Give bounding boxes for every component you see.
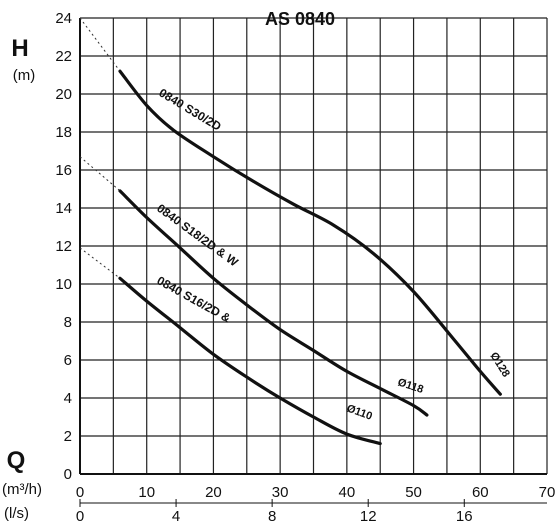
x-tick-label: 30: [272, 484, 289, 501]
x-tick-label: 70: [539, 484, 556, 501]
y-tick-label: 24: [55, 10, 72, 27]
series-curve-2: [118, 189, 429, 417]
x-tick-label: 20: [205, 484, 222, 501]
x-secondary-tick-label: 8: [268, 508, 276, 524]
series-curve-3: [118, 276, 382, 446]
x-secondary-tick-label: 0: [76, 508, 84, 524]
x-tick-label: 60: [472, 484, 489, 501]
y-tick-label: 12: [55, 238, 72, 255]
y-axis-unit: (m): [13, 67, 36, 84]
chart-title: AS 0840: [265, 9, 335, 29]
x-tick-label: 10: [138, 484, 155, 501]
y-tick-label: 14: [55, 200, 72, 217]
y-tick-label: 6: [64, 352, 72, 369]
extrapolation-line-3: [79, 247, 121, 279]
y-tick-label: 18: [55, 124, 72, 141]
extrapolation-line-2: [79, 156, 121, 192]
diameter-label-3: Ø110: [345, 403, 374, 423]
series-curve-1: [118, 69, 502, 396]
y-axis-symbol: H: [11, 35, 28, 62]
y-tick-label: 16: [55, 162, 72, 179]
x-axis-unit-secondary: (l/s): [4, 505, 29, 522]
extrapolation-line-1: [79, 17, 121, 72]
x-secondary-tick-label: 4: [172, 508, 180, 524]
x-tick-label: 50: [405, 484, 422, 501]
y-tick-label: 2: [64, 428, 72, 445]
x-secondary-tick-label: 12: [360, 508, 377, 524]
y-tick-label: 0: [64, 466, 72, 483]
x-tick-label: 0: [76, 484, 84, 501]
diameter-label-1: Ø128: [487, 350, 511, 379]
x-secondary-tick-label: 16: [456, 508, 473, 524]
x-axis-unit-primary: (m³/h): [2, 481, 42, 498]
y-tick-label: 8: [64, 314, 72, 331]
y-tick-label: 4: [64, 390, 72, 407]
x-tick-label: 40: [339, 484, 356, 501]
x-axis-symbol: Q: [7, 447, 26, 474]
diameter-label-2: Ø118: [396, 376, 425, 396]
extrapolation-lines: [79, 17, 121, 279]
performance-curves: [118, 69, 502, 446]
y-tick-label: 20: [55, 86, 72, 103]
chart-grid: [79, 17, 548, 475]
y-tick-label: 10: [55, 276, 72, 293]
y-tick-label: 22: [55, 48, 72, 65]
